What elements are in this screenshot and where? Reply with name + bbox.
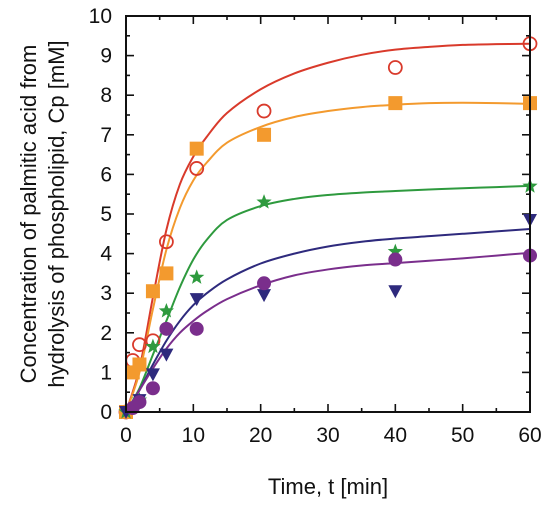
- data-point-series-3: [158, 303, 175, 318]
- data-point-series-1: [189, 161, 205, 176]
- y-tick-label: 10: [89, 5, 112, 28]
- data-point-series-1: [387, 60, 403, 75]
- tick-labels: 0 10 20 30 40 50 60 0 1 2 3 4 5 6 7 8 9 10: [89, 5, 542, 447]
- data-point-series-2: [257, 127, 272, 142]
- x-tick-label: 10: [182, 424, 205, 447]
- data-point-series-5: [145, 381, 160, 396]
- y-tick-label: 6: [100, 163, 112, 186]
- data-point-series-1: [256, 103, 272, 119]
- y-tick-label: 0: [100, 401, 112, 424]
- data-point-series-2: [189, 141, 204, 156]
- data-point-series-5: [159, 321, 174, 336]
- x-axis-label: Time, t [min]: [268, 474, 388, 499]
- fit-curve-5: [125, 251, 531, 413]
- plot-frame: [125, 15, 531, 413]
- y-tick-label: 5: [100, 203, 112, 226]
- data-point-series-4: [257, 289, 272, 303]
- data-point-series-4: [388, 285, 403, 299]
- y-tick-label: 3: [100, 282, 112, 305]
- data-point-series-3: [256, 194, 272, 209]
- x-tick-label: 0: [120, 424, 132, 447]
- x-tick-label: 60: [518, 424, 541, 447]
- y-tick-label: 4: [100, 243, 112, 266]
- x-tick-label: 30: [316, 424, 339, 447]
- y-tick-label: 7: [100, 124, 112, 147]
- data-point-series-3: [387, 243, 403, 259]
- data-point-series-3: [145, 338, 161, 354]
- fit-curve-4: [125, 228, 531, 413]
- x-tick-label: 50: [451, 424, 474, 447]
- fit-curve-1: [125, 42, 531, 413]
- data-point-series-1: [158, 234, 174, 250]
- data-point-series-2: [132, 357, 147, 372]
- fit-curve-3: [125, 184, 531, 413]
- data-point-series-5: [189, 321, 204, 336]
- y-tick-label: 2: [100, 322, 112, 345]
- data-point-series-3: [189, 269, 205, 284]
- y-tick-label: 9: [100, 45, 112, 68]
- y-tick-label: 8: [100, 84, 112, 107]
- data-point-series-5: [388, 252, 403, 267]
- data-point-series-4: [189, 293, 204, 307]
- x-tick-label: 40: [384, 424, 407, 447]
- x-tick-label: 20: [249, 424, 272, 447]
- data-point-series-2: [159, 266, 174, 281]
- axis-ticks: [125, 15, 531, 413]
- y-axis-label-line-2: hydrolysis of phospholipid, Cp [mM]: [44, 40, 69, 387]
- fit-curves: [125, 42, 531, 413]
- y-tick-label: 1: [100, 361, 112, 384]
- data-point-series-4: [159, 348, 174, 362]
- data-point-series-5: [257, 276, 272, 291]
- data-point-series-4: [145, 368, 160, 382]
- data-point-series-2: [145, 284, 160, 299]
- data-points: [118, 36, 538, 420]
- data-point-series-5: [132, 395, 147, 410]
- y-axis-label-line-1: Concentration of palmitic acid from: [16, 45, 41, 384]
- data-point-series-2: [388, 96, 403, 111]
